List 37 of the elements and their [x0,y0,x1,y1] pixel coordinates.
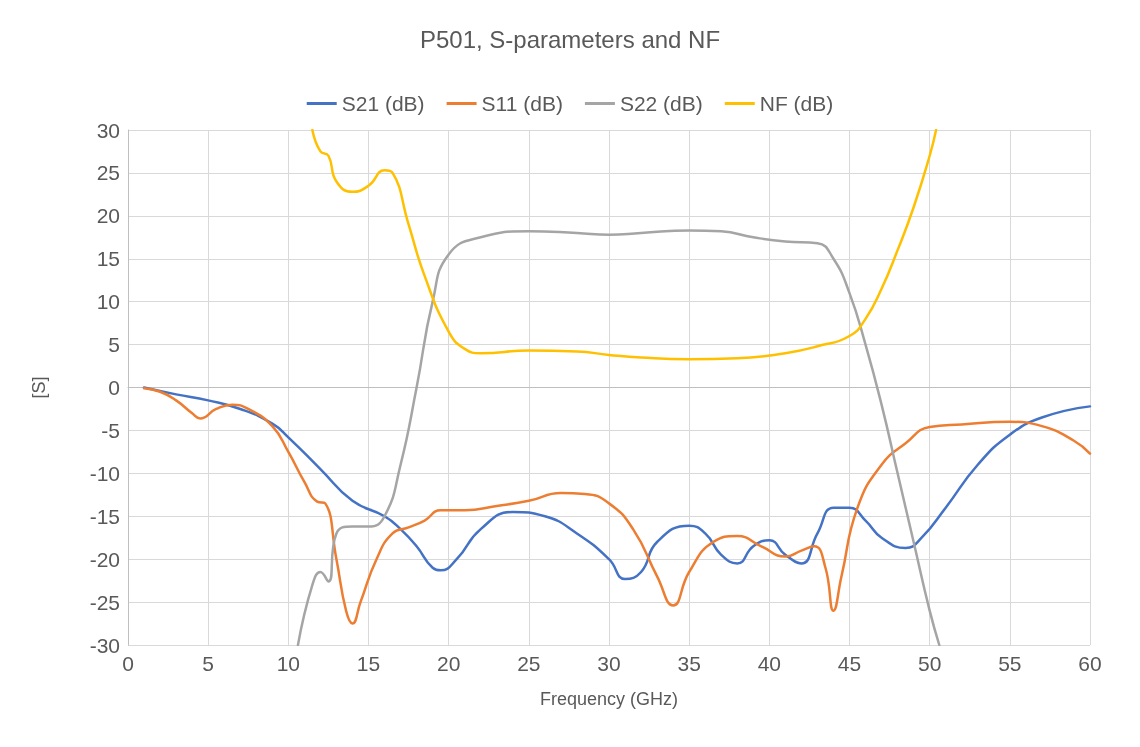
legend-label: NF (dB) [759,92,834,115]
y-tick-label: -20 [89,547,120,571]
x-tick-label: 60 [1078,652,1102,675]
y-tick-label: -30 [89,633,120,657]
y-tick-label: -25 [89,590,120,614]
line-series [311,128,938,361]
x-tick-label: 10 [276,652,301,675]
x-tick-label: 55 [998,652,1022,675]
line-series [296,229,941,647]
y-axis-title: [S] [29,376,49,399]
legend-label: S21 (dB) [341,92,425,115]
x-tick-label: 30 [597,652,621,675]
x-tick-label: 5 [202,652,215,675]
x-tick-label: 25 [517,652,541,675]
line-series [142,386,1092,581]
x-tick-label: 40 [757,652,782,675]
legend-label: S22 (dB) [619,92,703,115]
y-tick-label: 15 [96,247,120,271]
y-tick-label: -5 [101,418,120,442]
y-tick-label: 25 [96,161,120,185]
x-tick-label: 50 [917,652,942,675]
x-tick-label: 45 [837,652,862,675]
y-tick-label: 20 [96,204,120,228]
y-tick-label: 30 [96,118,120,142]
x-tick-label: 15 [356,652,381,675]
x-axis-title: Frequency (GHz) [539,689,679,709]
chart-title: P501, S-parameters and NF [419,25,721,53]
y-tick-label: 0 [108,376,120,399]
line-series [142,387,1092,625]
x-tick-label: 20 [436,652,461,675]
y-tick-label: -15 [89,504,120,528]
x-tick-label: 35 [677,652,701,675]
legend-label: S11 (dB) [481,92,563,115]
y-tick-label: -10 [89,461,120,485]
x-tick-label: 0 [122,652,134,675]
y-tick-label: 5 [108,333,120,357]
y-tick-label: 10 [96,290,120,314]
